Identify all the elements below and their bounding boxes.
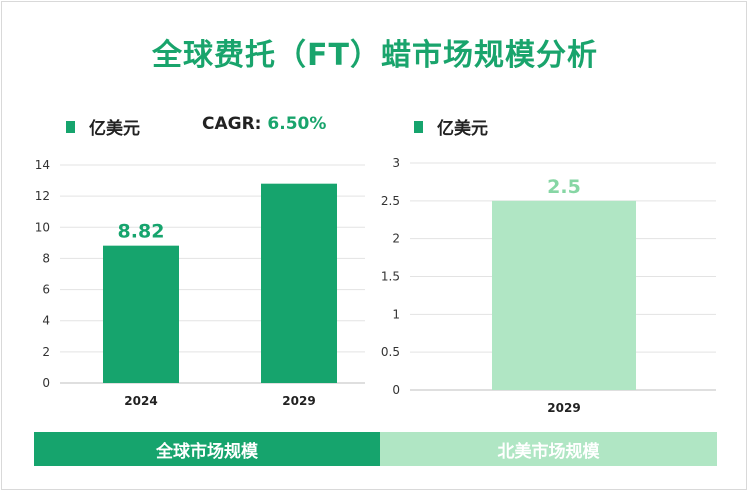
y-tick-label: 2 xyxy=(392,232,400,246)
data-label: 8.82 xyxy=(118,221,165,243)
y-tick-label: 12 xyxy=(35,189,50,203)
y-tick-label: 2.5 xyxy=(381,194,400,208)
left-legend-swatch xyxy=(66,120,75,133)
cagr-value: 6.50% xyxy=(267,114,327,134)
bar xyxy=(103,245,179,383)
y-tick-label: 6 xyxy=(42,283,50,297)
y-tick-label: 0 xyxy=(42,376,50,390)
y-tick-label: 8 xyxy=(42,251,50,265)
right-legend: 亿美元 xyxy=(414,114,488,139)
x-tick-label: 2029 xyxy=(282,394,315,408)
cagr-label: CAGR: xyxy=(202,114,268,134)
y-tick-label: 10 xyxy=(35,220,50,234)
y-tick-label: 3 xyxy=(392,156,400,170)
y-tick-label: 0.5 xyxy=(381,345,400,359)
x-tick-label: 2029 xyxy=(547,401,580,415)
north-america-market-banner: 北美市场规模 xyxy=(380,432,717,466)
right-legend-swatch xyxy=(414,120,423,133)
left-legend: 亿美元 xyxy=(66,114,140,139)
cagr-text: CAGR: 6.50% xyxy=(202,114,326,134)
x-tick-label: 2024 xyxy=(124,394,157,408)
right-legend-label: 亿美元 xyxy=(437,119,488,139)
chart-title: 全球费托（FT）蜡市场规模分析 xyxy=(152,38,598,73)
y-tick-label: 2 xyxy=(42,345,50,359)
global-market-banner: 全球市场规模 xyxy=(34,432,380,466)
left-legend-label: 亿美元 xyxy=(89,119,140,139)
data-label: 2.5 xyxy=(547,176,581,198)
bar xyxy=(492,200,636,390)
y-tick-label: 1 xyxy=(392,307,400,321)
y-tick-label: 4 xyxy=(42,314,50,328)
y-tick-label: 14 xyxy=(35,158,50,172)
bar xyxy=(261,183,337,383)
y-tick-label: 0 xyxy=(392,383,400,397)
y-tick-label: 1.5 xyxy=(381,270,400,284)
